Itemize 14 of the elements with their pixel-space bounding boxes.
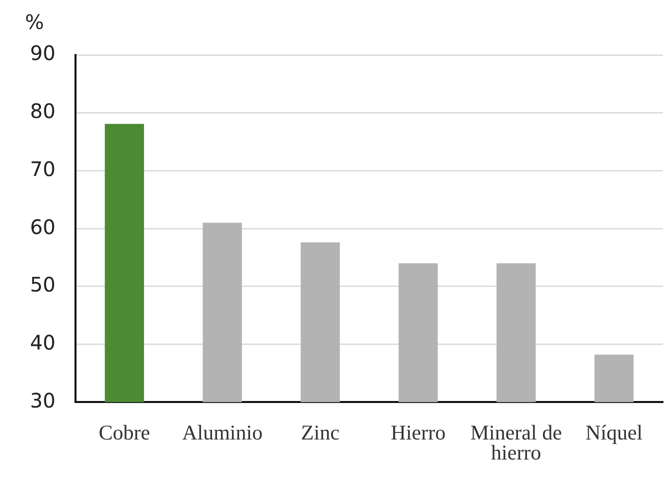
x-tick-label: Níquel [585,420,643,445]
y-tick-label: 50 [30,272,56,297]
y-tick-label: 60 [30,214,56,239]
x-tick-label: Cobre [98,420,150,445]
x-tick-label: Zinc [301,420,340,445]
x-tick-label: Aluminio [182,420,263,445]
y-tick-label: 30 [30,388,56,412]
x-tick-label: Hierro [390,420,446,445]
y-tick-label: 90 [30,41,56,66]
x-tick-label: Mineral de hierro [470,420,562,465]
y-axis-title: % [25,10,44,34]
y-tick-label: 40 [30,330,56,354]
y-tick-label: 70 [30,156,56,181]
y-tick-label: 80 [30,99,56,124]
